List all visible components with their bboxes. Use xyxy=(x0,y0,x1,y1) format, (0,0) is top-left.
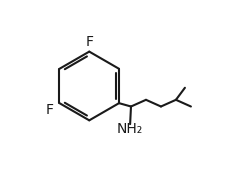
Text: F: F xyxy=(85,35,93,49)
Text: NH₂: NH₂ xyxy=(117,122,143,136)
Text: F: F xyxy=(46,103,54,117)
